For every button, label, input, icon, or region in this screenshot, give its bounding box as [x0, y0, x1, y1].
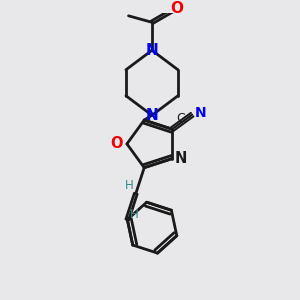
Text: C: C [176, 112, 184, 124]
Text: N: N [146, 108, 158, 123]
Text: H: H [130, 208, 138, 221]
Text: H: H [125, 179, 134, 192]
Text: N: N [195, 106, 206, 120]
Text: N: N [146, 43, 158, 58]
Text: O: O [110, 136, 123, 152]
Text: N: N [174, 151, 187, 166]
Text: O: O [170, 1, 183, 16]
